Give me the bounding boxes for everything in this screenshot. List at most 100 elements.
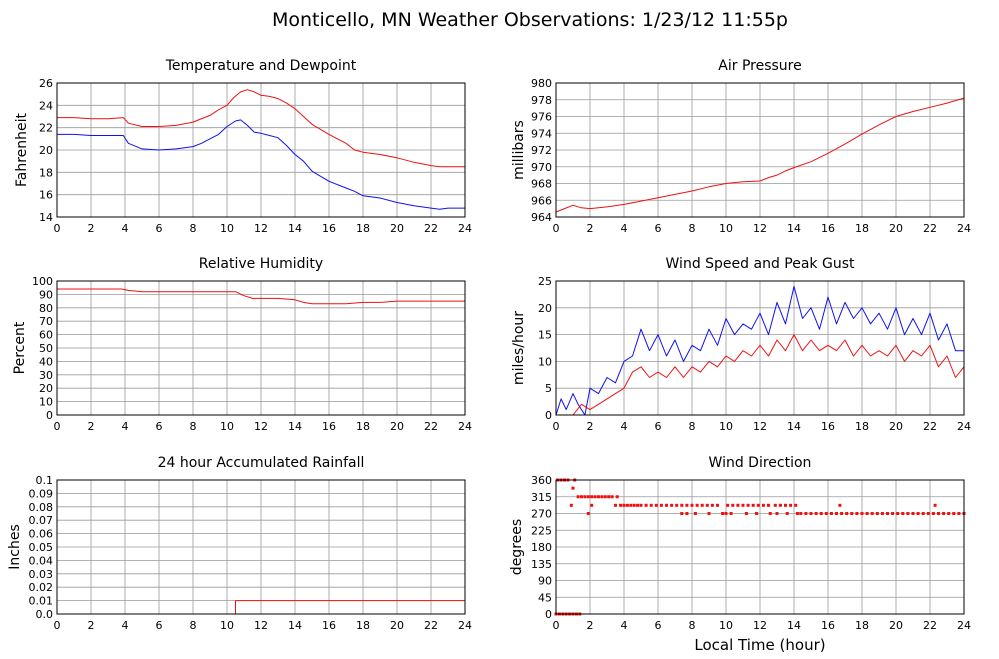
winddir-point bbox=[891, 512, 895, 515]
winddir-point bbox=[761, 503, 765, 507]
humidity-y-axis-label: Percent bbox=[12, 321, 28, 374]
humidity-x-tick-label: 22 bbox=[424, 420, 438, 433]
wind-x-tick-label: 2 bbox=[587, 420, 594, 433]
wind-series-0-line bbox=[555, 285, 964, 416]
winddir-point bbox=[569, 503, 573, 507]
winddir-x-tick-label: 24 bbox=[957, 619, 971, 632]
rain-y-tick-label: 0.03 bbox=[29, 568, 54, 581]
humidity-x-tick-label: 16 bbox=[322, 420, 336, 433]
winddir-title: Wind Direction bbox=[709, 455, 812, 471]
wind-x-tick-label: 6 bbox=[655, 420, 662, 433]
winddir-point bbox=[809, 512, 813, 515]
x-axis-label: Local Time (hour) bbox=[694, 636, 825, 654]
rain-y-tick-label: 0.1 bbox=[36, 474, 54, 487]
pressure-y-tick-label: 968 bbox=[531, 178, 552, 191]
wind-x-tick-label: 4 bbox=[621, 420, 628, 433]
winddir-point bbox=[926, 512, 930, 515]
winddir-point bbox=[695, 503, 699, 507]
winddir-point bbox=[784, 503, 787, 507]
pressure-title: Air Pressure bbox=[718, 58, 801, 74]
winddir-point bbox=[670, 503, 674, 507]
pressure-x-tick-label: 6 bbox=[655, 222, 662, 235]
temp-series-1-line bbox=[57, 119, 465, 210]
winddir-point bbox=[921, 512, 925, 515]
winddir-point bbox=[840, 512, 844, 515]
winddir-point bbox=[785, 512, 789, 515]
winddir-point bbox=[593, 495, 597, 499]
winddir-point bbox=[600, 495, 604, 499]
temp-x-tick-label: 2 bbox=[88, 222, 95, 235]
rain-y-tick-label: 0.01 bbox=[29, 595, 54, 608]
pressure-y-tick-label: 966 bbox=[531, 194, 552, 207]
winddir-y-tick-label: 315 bbox=[531, 491, 552, 504]
humidity-x-tick-label: 20 bbox=[390, 420, 404, 433]
temp-x-tick-label: 12 bbox=[254, 222, 268, 235]
humidity-y-tick-label: 10 bbox=[39, 396, 53, 409]
humidity-y-tick-label: 80 bbox=[39, 302, 53, 315]
humidity-title: Relative Humidity bbox=[199, 256, 323, 272]
rain-y-tick-label: 0.02 bbox=[29, 581, 54, 594]
rain-x-tick-label: 24 bbox=[458, 619, 472, 632]
wind-x-tick-label: 18 bbox=[855, 420, 869, 433]
humidity-y-tick-label: 70 bbox=[39, 315, 53, 328]
humidity-x-tick-label: 10 bbox=[220, 420, 234, 433]
pressure-series-0-line bbox=[555, 97, 965, 213]
wind-x-tick-label: 20 bbox=[889, 420, 903, 433]
winddir-point bbox=[804, 512, 808, 515]
winddir-point bbox=[607, 495, 611, 499]
winddir-x-tick-label: 14 bbox=[787, 619, 801, 632]
page-title: Monticello, MN Weather Observations: 1/2… bbox=[272, 9, 788, 31]
winddir-x-tick-label: 6 bbox=[655, 619, 662, 632]
winddir-point bbox=[685, 503, 689, 507]
wind-x-tick-label: 0 bbox=[553, 420, 560, 433]
winddir-x-tick-label: 22 bbox=[923, 619, 937, 632]
pressure-x-tick-label: 8 bbox=[689, 222, 696, 235]
humidity-y-tick-label: 50 bbox=[39, 342, 53, 355]
winddir-point bbox=[952, 512, 956, 515]
pressure-y-axis-label: millibars bbox=[511, 120, 527, 180]
humidity-frame bbox=[56, 280, 466, 416]
temp-x-tick-label: 10 bbox=[220, 222, 234, 235]
winddir-point bbox=[644, 503, 648, 507]
humidity-series-0-line bbox=[57, 288, 465, 305]
rain-y-tick-label: 0.08 bbox=[29, 501, 54, 514]
temp-frame bbox=[56, 82, 466, 218]
rain-x-tick-label: 22 bbox=[424, 619, 438, 632]
wind-y-tick-label: 25 bbox=[538, 275, 552, 288]
winddir-x-tick-label: 12 bbox=[753, 619, 767, 632]
wind-x-tick-label: 14 bbox=[787, 420, 801, 433]
rain-frame bbox=[56, 479, 466, 615]
winddir-point bbox=[957, 512, 961, 515]
winddir-point bbox=[829, 512, 833, 515]
winddir-point bbox=[741, 503, 745, 507]
wind-y-tick-label: 5 bbox=[545, 382, 552, 395]
winddir-point bbox=[724, 512, 728, 515]
winddir-point bbox=[705, 503, 709, 507]
humidity-y-tick-label: 90 bbox=[39, 288, 53, 301]
rain-y-tick-label: 0.04 bbox=[29, 554, 54, 567]
rain-y-tick-label: 0.09 bbox=[29, 487, 54, 500]
winddir-point bbox=[947, 512, 951, 515]
pressure-y-tick-label: 972 bbox=[531, 144, 552, 157]
winddir-point bbox=[583, 495, 587, 499]
winddir-point bbox=[819, 512, 823, 515]
rain-x-tick-label: 6 bbox=[156, 619, 163, 632]
winddir-point bbox=[665, 503, 668, 507]
temp-x-tick-label: 16 bbox=[322, 222, 336, 235]
humidity-x-tick-label: 0 bbox=[54, 420, 61, 433]
winddir-point bbox=[937, 512, 940, 515]
winddir-point bbox=[716, 503, 719, 507]
rain-x-tick-label: 4 bbox=[122, 619, 129, 632]
wind-y-tick-label: 0 bbox=[545, 409, 552, 422]
winddir-point bbox=[850, 512, 854, 515]
winddir-point bbox=[896, 512, 900, 515]
winddir-point bbox=[767, 503, 770, 507]
winddir-point bbox=[746, 503, 750, 507]
winddir-point bbox=[590, 495, 594, 499]
winddir-point bbox=[576, 495, 580, 499]
